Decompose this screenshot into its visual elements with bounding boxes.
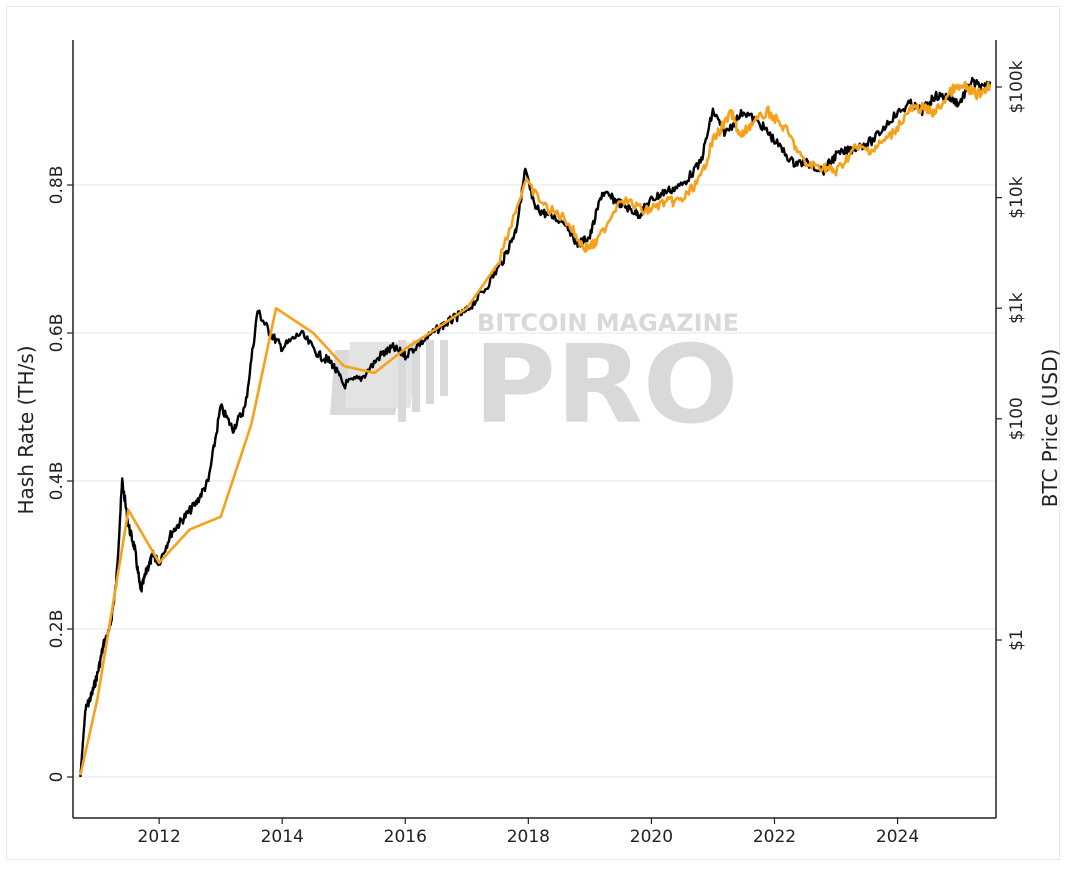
watermark: BITCOIN MAGAZINE PRO bbox=[330, 309, 739, 448]
left-y-tick-label: 0.4B bbox=[47, 462, 67, 501]
right-axis-label: BTC Price (USD) bbox=[1038, 349, 1062, 508]
left-y-tick-label: 0.2B bbox=[47, 610, 67, 649]
gridlines bbox=[73, 184, 996, 778]
left-y-tick-label: 0 bbox=[47, 772, 67, 783]
right-y-tick-label: $100 bbox=[1007, 397, 1027, 440]
right-y-tick-label: $1k bbox=[1007, 292, 1027, 324]
right-y-tick-label: $10k bbox=[1007, 176, 1027, 218]
right-y-tick-label: $1 bbox=[1007, 629, 1027, 651]
left-y-tick-label: 0.6B bbox=[47, 314, 67, 353]
x-tick-label: 2012 bbox=[138, 827, 181, 847]
chart-frame bbox=[6, 6, 1060, 860]
left-axis-label: Hash Rate (TH/s) bbox=[14, 346, 38, 515]
btc-price-line bbox=[79, 80, 992, 776]
right-y-tick-label: $100k bbox=[1007, 60, 1027, 113]
axes bbox=[72, 40, 997, 819]
x-tick-label: 2022 bbox=[753, 827, 796, 847]
x-axis-ticks: 2012 2014 2016 2018 2020 2022 2024 bbox=[138, 818, 919, 847]
x-tick-label: 2024 bbox=[876, 827, 919, 847]
left-y-axis-ticks: 0 0.2B 0.4B 0.6B 0.8B bbox=[47, 166, 73, 783]
x-tick-label: 2016 bbox=[384, 827, 427, 847]
x-tick-label: 2020 bbox=[630, 827, 673, 847]
x-tick-label: 2018 bbox=[507, 827, 550, 847]
right-y-axis-ticks: $1 $100 $1k $10k $100k bbox=[996, 60, 1027, 651]
watermark-top-text: BITCOIN MAGAZINE bbox=[477, 309, 739, 337]
x-tick-label: 2014 bbox=[261, 827, 304, 847]
left-y-tick-label: 0.8B bbox=[47, 166, 67, 205]
series-group bbox=[79, 76, 992, 778]
watermark-main-text: PRO bbox=[474, 323, 739, 448]
